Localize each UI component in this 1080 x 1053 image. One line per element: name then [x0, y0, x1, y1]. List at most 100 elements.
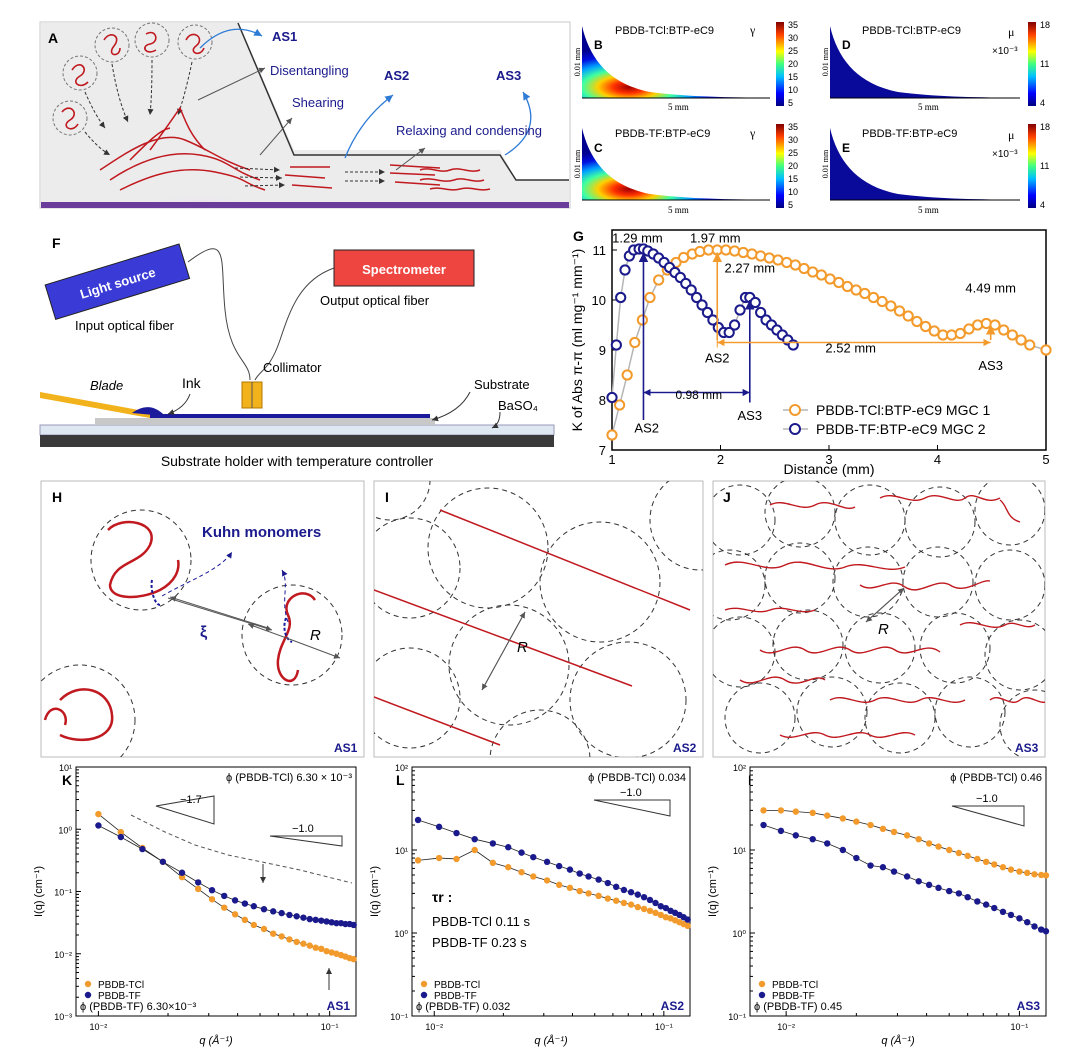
data-point	[293, 938, 300, 946]
data-point	[576, 887, 583, 895]
data-point	[627, 901, 635, 908]
slope-triangle	[593, 799, 671, 817]
data-point	[1042, 872, 1050, 879]
coil-boundary	[999, 689, 1045, 757]
data-point	[691, 291, 703, 304]
data-point	[453, 829, 460, 837]
tag-as3: AS3	[1015, 741, 1039, 755]
y-axis-label: I(q) (cm⁻¹)	[33, 866, 45, 917]
stretched-chains	[99, 106, 491, 191]
data-point	[915, 878, 922, 885]
data-point	[867, 821, 874, 829]
data-point	[585, 873, 592, 880]
radius-arrow	[481, 611, 526, 691]
coil-boundary	[489, 709, 591, 757]
x-tick-label: 10⁻²	[777, 1022, 795, 1032]
polymer-chain	[989, 697, 1045, 703]
colorbar-b-ticks: 35 30 25 20 15 10 5	[788, 20, 798, 108]
heatmap-field	[830, 26, 1020, 98]
data-point	[701, 306, 714, 319]
data-point	[585, 890, 592, 897]
data-point	[1024, 339, 1036, 351]
reference-curve	[130, 814, 353, 884]
data-point	[879, 864, 887, 871]
data-point	[139, 845, 146, 853]
data-point	[604, 879, 611, 887]
heatmap-e-ylabel: 0.01 mm	[821, 149, 830, 178]
tag-as1: AS1	[334, 741, 358, 755]
legend-marker	[84, 991, 92, 999]
slope-label: −1.0	[976, 793, 998, 805]
cbar-tick: 15	[788, 72, 798, 82]
x-tick-label: 4	[934, 452, 941, 467]
cbar-tick: 25	[788, 46, 798, 56]
kuhn-arrow	[161, 551, 233, 597]
data-point	[999, 864, 1007, 871]
data-point	[300, 940, 307, 947]
data-point	[318, 917, 325, 924]
polymer-chain	[859, 580, 991, 591]
heatmap-b-ylabel: 0.01 mm	[573, 47, 582, 76]
data-point	[312, 916, 319, 924]
data-point	[945, 887, 953, 895]
heatmap-c-title: PBDB-TF:BTP-eC9	[615, 128, 710, 140]
x-tick-label: 10⁻²	[90, 1022, 108, 1032]
data-point	[615, 291, 627, 304]
panel-j-frame	[712, 480, 1046, 758]
data-point	[231, 897, 239, 904]
heatmap-d-symbol: μ	[1008, 25, 1014, 39]
data-point	[530, 873, 537, 880]
data-point	[982, 858, 990, 866]
data-point	[839, 815, 847, 822]
data-point	[1016, 868, 1023, 875]
radius-label: R	[517, 639, 528, 656]
y-tick-label: 10⁻¹	[390, 1012, 408, 1022]
relaxed-chains	[724, 495, 1045, 738]
radius-arrow	[291, 639, 341, 659]
x-tick-label: 10⁻¹	[655, 1022, 673, 1032]
spectrometer-box	[333, 249, 475, 287]
panel-j: J R AS3	[712, 480, 1046, 758]
input-fiber	[187, 248, 251, 381]
data-point	[555, 881, 563, 889]
coil-boundary	[649, 481, 703, 571]
data-point	[318, 945, 325, 953]
data-point	[595, 876, 602, 883]
panel-i-frame	[373, 480, 704, 758]
heatmap-b-title: PBDB-TCl:BTP-eC9	[615, 25, 714, 37]
data-point	[595, 892, 602, 900]
radius-label: R	[310, 627, 321, 644]
legend-label: PBDB-TF:BTP-eC9 MGC 2	[816, 421, 986, 437]
cbar-tick: 30	[788, 135, 798, 145]
phi-bottom-label: ϕ (PBDB-TF) 6.30×10⁻³	[80, 1001, 197, 1013]
blade	[40, 392, 150, 418]
data-point	[286, 911, 293, 919]
data-point	[610, 339, 622, 351]
data-point	[964, 893, 971, 901]
label-J: J	[723, 489, 731, 505]
coil-boundary	[713, 549, 766, 621]
polymer-chain	[999, 499, 1021, 523]
data-point	[902, 310, 914, 322]
kuhn-arrow	[281, 569, 289, 623]
coil-boundary	[427, 487, 549, 609]
data-point	[734, 304, 746, 316]
data-point	[662, 904, 670, 912]
radius-label: R	[878, 621, 889, 638]
data-point	[911, 315, 923, 328]
y-tick-label: 11	[593, 243, 607, 258]
data-point	[954, 327, 966, 340]
polymer-chain	[959, 622, 1036, 628]
light-source-box: Light source	[44, 243, 191, 321]
stage-tag: AS2	[661, 999, 685, 1013]
label-G: G	[573, 228, 584, 244]
data-point	[1031, 871, 1038, 878]
slope-triangle	[951, 805, 1025, 827]
heatmap-e-title: PBDB-TF:BTP-eC9	[862, 128, 957, 140]
phi-bottom-label: ϕ (PBDB-TF) 0.45	[754, 1001, 842, 1013]
shearing-label: Shearing	[292, 95, 344, 110]
heatmap-field	[582, 26, 770, 98]
colorbar-e	[1028, 124, 1036, 208]
data-point	[980, 317, 992, 330]
data-point	[989, 319, 1001, 331]
